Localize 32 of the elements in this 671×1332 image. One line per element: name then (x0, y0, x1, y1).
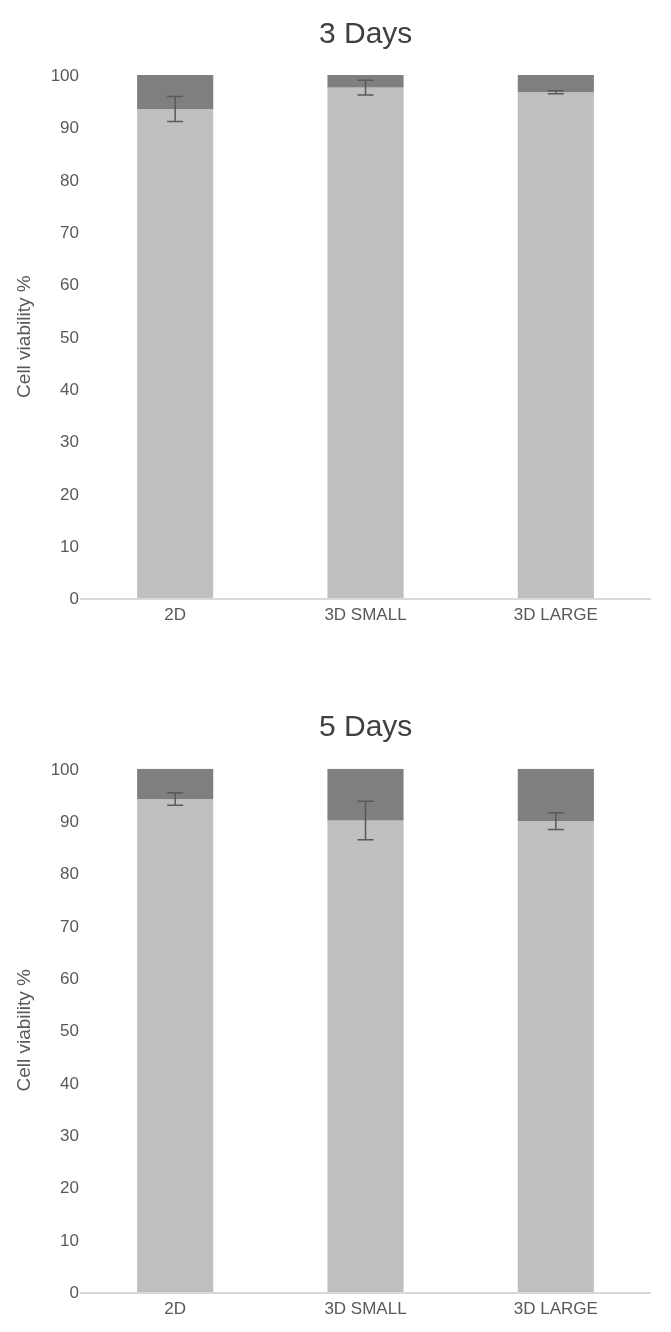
y-tick-label: 20 (60, 484, 79, 504)
x-tick-label: 3D SMALL (324, 1299, 407, 1319)
y-tick-label: 30 (60, 1125, 79, 1145)
y-tick-label: 70 (60, 916, 79, 936)
y-tick-label: 90 (60, 118, 79, 138)
y-tick-label: 0 (69, 589, 79, 609)
y-tick-label: 30 (60, 432, 79, 452)
y-tick-label: 100 (50, 759, 79, 779)
chart-title: 5 Days (319, 709, 413, 742)
y-tick-label: 40 (60, 379, 79, 399)
y-tick-label: 50 (60, 1021, 79, 1041)
x-tick-label: 2D (164, 1299, 187, 1319)
x-tick-label: 3D LARGE (513, 1299, 598, 1319)
chart-title: 3 Days (319, 16, 413, 49)
y-tick-label: 80 (60, 170, 79, 190)
y-tick-label: 60 (60, 968, 79, 988)
y-tick-label: 10 (60, 536, 79, 556)
y-tick-label: 100 (50, 65, 79, 85)
y-tick-label: 40 (60, 1073, 79, 1093)
y-tick-label: 20 (60, 1178, 79, 1198)
y-axis-title: Cell viability % (13, 969, 35, 1092)
y-tick-label: 0 (69, 1282, 79, 1302)
y-tick-label: 90 (60, 811, 79, 831)
x-tick-label: 3D LARGE (513, 605, 598, 625)
y-tick-label: 60 (60, 275, 79, 295)
y-tick-label: 80 (60, 864, 79, 884)
y-tick-label: 10 (60, 1230, 79, 1250)
y-axis-title: Cell viability % (13, 275, 35, 398)
x-tick-label: 2D (164, 605, 187, 625)
x-tick-label: 3D SMALL (324, 605, 407, 625)
y-tick-label: 70 (60, 222, 79, 242)
y-tick-label: 50 (60, 327, 79, 347)
